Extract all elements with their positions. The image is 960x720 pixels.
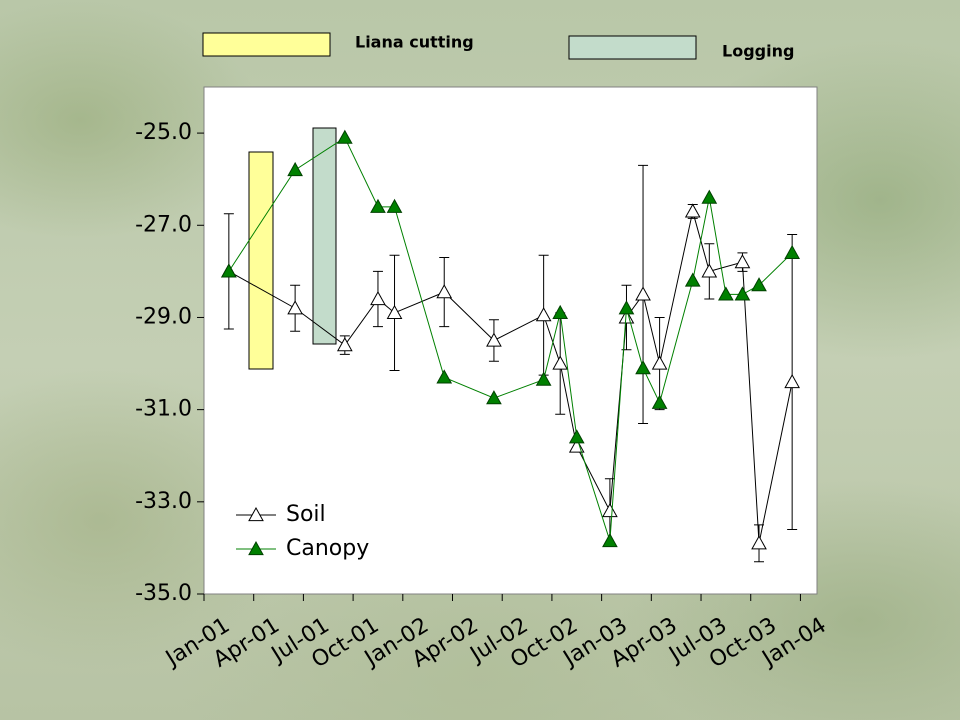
legend-label: Canopy	[286, 536, 369, 561]
marker	[386, 198, 403, 213]
marker	[734, 286, 751, 301]
marker	[602, 532, 618, 548]
period-legend-swatch	[568, 35, 697, 60]
period-legend-label: Liana cutting	[355, 33, 474, 52]
marker	[701, 189, 718, 204]
marker	[568, 429, 585, 444]
marker	[336, 129, 353, 144]
marker	[784, 373, 800, 389]
marker	[602, 503, 618, 518]
legend-marker	[248, 506, 264, 522]
marker	[535, 371, 552, 386]
legend-marker	[248, 540, 264, 556]
marker	[651, 355, 668, 370]
marker	[684, 272, 701, 287]
marker	[436, 284, 453, 299]
y-tick-label: -27.0	[135, 212, 192, 237]
marker	[635, 360, 651, 375]
marker	[718, 286, 734, 301]
marker	[552, 304, 569, 319]
period-span	[312, 127, 337, 345]
marker	[784, 244, 800, 260]
marker	[436, 369, 453, 384]
marker	[486, 332, 502, 347]
y-tick-label: -25.0	[135, 120, 192, 145]
marker	[370, 290, 386, 306]
marker	[751, 535, 767, 550]
marker	[651, 394, 668, 409]
legend-label: Soil	[286, 502, 326, 527]
period-span	[248, 151, 274, 370]
y-tick-label: -31.0	[135, 397, 192, 422]
plot-area	[203, 86, 818, 595]
marker	[221, 263, 237, 278]
marker	[734, 254, 751, 269]
marker	[486, 390, 502, 405]
y-tick-label: -35.0	[135, 581, 192, 606]
marker	[635, 286, 651, 301]
marker	[751, 277, 767, 292]
period-legend-swatch	[202, 32, 331, 57]
marker	[386, 304, 403, 319]
marker	[552, 355, 569, 370]
marker	[701, 263, 718, 278]
marker	[535, 307, 552, 322]
y-tick-label: -29.0	[135, 304, 192, 329]
y-tick-label: -33.0	[135, 489, 192, 514]
marker	[618, 300, 635, 315]
marker	[287, 161, 303, 177]
marker	[370, 198, 386, 213]
marker	[684, 203, 701, 218]
marker	[336, 337, 353, 352]
period-legend-label: Logging	[722, 42, 794, 61]
marker	[287, 300, 303, 315]
